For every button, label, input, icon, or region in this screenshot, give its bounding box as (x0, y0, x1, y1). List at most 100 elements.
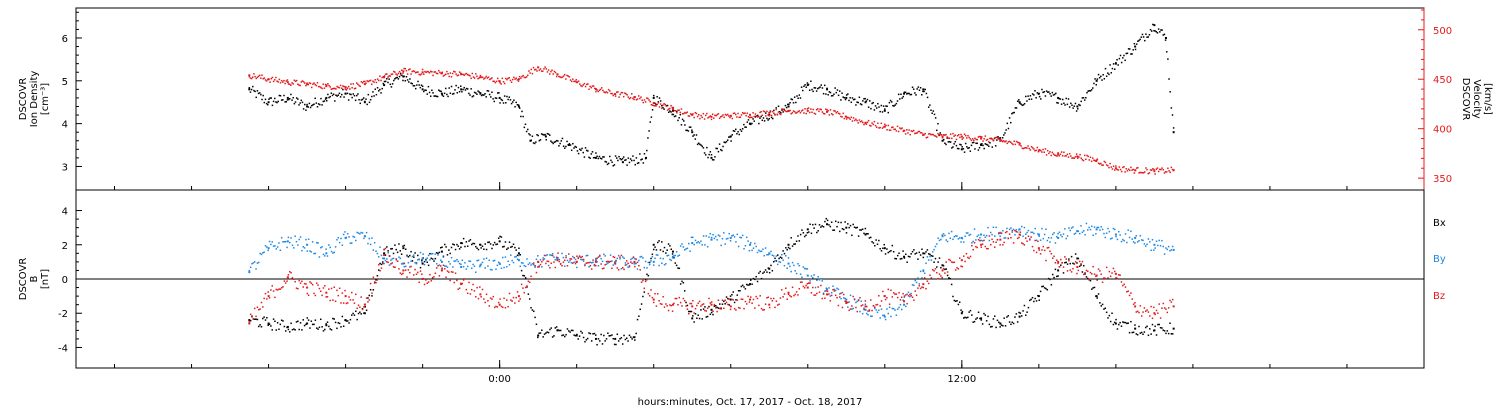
velocity-sample (665, 105, 668, 107)
bx-sample (367, 297, 369, 299)
bz-sample (477, 297, 480, 300)
velocity-tick-label: 450 (1433, 75, 1452, 86)
bz-sample (1143, 307, 1146, 309)
bz-sample (418, 281, 420, 284)
bx-sample (603, 334, 605, 337)
density-point (922, 88, 925, 91)
velocity-sample (250, 77, 253, 80)
by-sample (758, 249, 760, 252)
bz-sample (888, 303, 891, 305)
velocity-sample (1108, 166, 1110, 169)
density-sample (986, 144, 989, 146)
density-sample (1065, 97, 1067, 100)
by-sample (484, 267, 486, 269)
bz-sample (314, 294, 317, 297)
by-sample (883, 314, 885, 317)
bz-sample (739, 307, 741, 309)
density-sample (1052, 94, 1055, 96)
by-sample (387, 252, 389, 254)
bx-sample (1093, 286, 1096, 289)
by-sample (1132, 241, 1135, 243)
by-sample (568, 261, 570, 264)
density-sample (635, 157, 638, 159)
velocity-sample (808, 111, 811, 114)
density-sample (610, 159, 612, 162)
velocity-sample (1035, 149, 1037, 152)
density-point (1076, 105, 1079, 108)
bz-sample (1149, 315, 1151, 317)
density-sample (320, 97, 322, 100)
velocity-sample (1098, 163, 1101, 165)
bx-sample (1104, 307, 1107, 310)
bx-point (903, 255, 906, 258)
velocity-sample (380, 79, 382, 82)
bz-sample (1107, 277, 1109, 279)
bx-sample (688, 310, 690, 313)
density-sample (283, 94, 285, 97)
density-sample (416, 84, 418, 86)
velocity-sample (869, 124, 871, 127)
by-sample (1109, 238, 1112, 240)
density-sample (580, 149, 582, 151)
bx-sample (297, 320, 299, 323)
density-sample (1168, 78, 1170, 80)
density-sample (292, 96, 294, 99)
by-sample (937, 237, 939, 239)
bz-sample (875, 304, 877, 306)
bx-sample (782, 250, 784, 252)
velocity-sample (1000, 139, 1003, 142)
velocity-sample (1141, 172, 1144, 174)
velocity-sample (1100, 162, 1102, 165)
bz-sample (320, 290, 322, 293)
velocity-sample (285, 80, 288, 82)
density-sample (803, 85, 805, 88)
density-sample (795, 101, 797, 104)
velocity-sample (275, 76, 277, 79)
by-sample (1064, 228, 1066, 230)
velocity-sample (371, 83, 373, 86)
by-sample (1080, 225, 1082, 227)
bx-sample (283, 325, 286, 328)
density-sample (1061, 98, 1064, 101)
density-sample (894, 104, 896, 106)
velocity-sample (366, 80, 368, 82)
by-sample (910, 292, 912, 295)
velocity-sample (983, 138, 985, 140)
bz-sample (733, 307, 736, 310)
velocity-sample (528, 70, 530, 72)
bx-sample (1135, 333, 1138, 335)
density-point (479, 92, 482, 95)
density-sample (785, 106, 788, 109)
bx-sample (1000, 324, 1003, 326)
velocity-sample (887, 124, 890, 127)
bz-sample (767, 296, 770, 298)
bx-sample (716, 306, 718, 309)
velocity-sample (941, 137, 944, 139)
bz-sample (1074, 261, 1077, 263)
velocity-sample (1152, 168, 1154, 170)
density-sample (887, 111, 890, 114)
by-sample (297, 244, 299, 246)
bx-sample (272, 318, 275, 320)
bz-sample (1006, 230, 1008, 233)
velocity-sample (604, 91, 606, 94)
bz-sample (437, 265, 439, 267)
velocity-sample (730, 115, 732, 117)
velocity-sample (369, 79, 372, 82)
velocity-sample (1159, 168, 1161, 171)
bz-sample (698, 300, 701, 303)
velocity-sample (857, 122, 859, 124)
density-sample (976, 142, 978, 145)
velocity-point (1095, 159, 1098, 162)
density-sample (308, 102, 311, 105)
by-sample (968, 234, 970, 237)
density-sample (498, 92, 500, 94)
b-ylabel-line-2: B (29, 275, 40, 282)
density-sample (1169, 91, 1171, 93)
bz-point (402, 269, 405, 272)
by-sample (729, 240, 732, 242)
bx-sample (537, 336, 539, 339)
velocity-sample (379, 75, 381, 77)
by-sample (1045, 228, 1047, 230)
density-sample (575, 146, 578, 149)
